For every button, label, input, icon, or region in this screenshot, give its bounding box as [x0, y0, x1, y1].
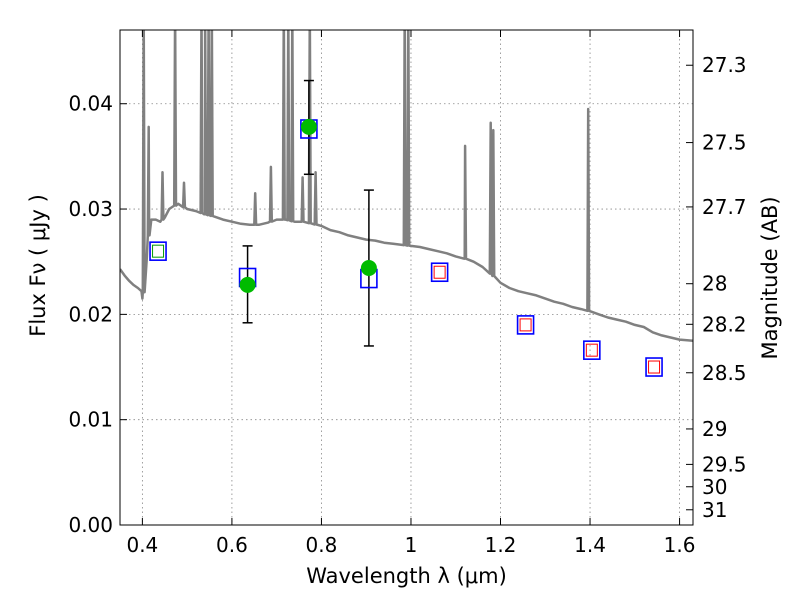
x-tick-label: 1.4	[574, 533, 606, 557]
y-tick-label: 0.04	[68, 92, 113, 116]
x-axis-label: Wavelength λ (μm)	[306, 564, 507, 588]
model-flux-box	[583, 340, 601, 360]
mag-tick-label: 31	[702, 498, 727, 522]
mag-tick-label: 29.5	[702, 452, 747, 476]
x-tick-label: 1.6	[664, 533, 696, 557]
model-flux-box	[516, 315, 535, 335]
x-axis-ticks: 0.4 0.6 0.8 1 1.2 1.4 1.6	[126, 30, 695, 557]
y-axis-ticks: 0.00 0.01 0.02 0.03 0.04	[68, 92, 127, 537]
mag-tick-label: 27.7	[702, 195, 747, 219]
x-tick-label: 0.8	[306, 533, 338, 557]
nondetection-marker	[152, 244, 165, 258]
model-flux-box	[149, 241, 167, 261]
nondetection-marker	[648, 360, 661, 374]
template-spectrum	[120, 30, 693, 342]
mag-tick-label: 28.5	[702, 361, 747, 385]
mag-tick-label: 27.3	[702, 53, 747, 77]
model-flux-box	[645, 357, 663, 377]
mag-tick-label: 27.5	[702, 131, 747, 155]
y-tick-label: 0.03	[68, 197, 113, 221]
nondetection-marker	[585, 343, 598, 357]
x-tick-label: 0.4	[126, 533, 158, 557]
observed-points	[239, 118, 377, 293]
mag-tick-label: 30	[702, 475, 727, 499]
mag-tick-label: 29	[702, 417, 727, 441]
y-axis-label: Flux Fν ( μJy )	[26, 194, 50, 337]
spectrum-line	[120, 30, 693, 342]
y-tick-label: 0.01	[68, 408, 113, 432]
model-flux-box	[430, 262, 449, 283]
x-tick-label: 0.6	[216, 533, 248, 557]
magnitude-axis-label: Magnitude (AB)	[758, 196, 782, 359]
nondetection-marker	[519, 318, 532, 332]
y-tick-label: 0.00	[68, 513, 113, 537]
nondetection-marker	[433, 265, 446, 279]
mag-tick-label: 28	[702, 272, 727, 296]
y-tick-label: 0.02	[68, 302, 113, 326]
plot-frame	[119, 29, 694, 526]
observed-point	[300, 118, 317, 135]
x-tick-label: 1.2	[485, 533, 517, 557]
observed-point	[360, 260, 377, 277]
observed-point	[239, 276, 256, 293]
mag-tick-label: 28.2	[702, 312, 747, 336]
x-tick-label: 1	[405, 533, 418, 557]
